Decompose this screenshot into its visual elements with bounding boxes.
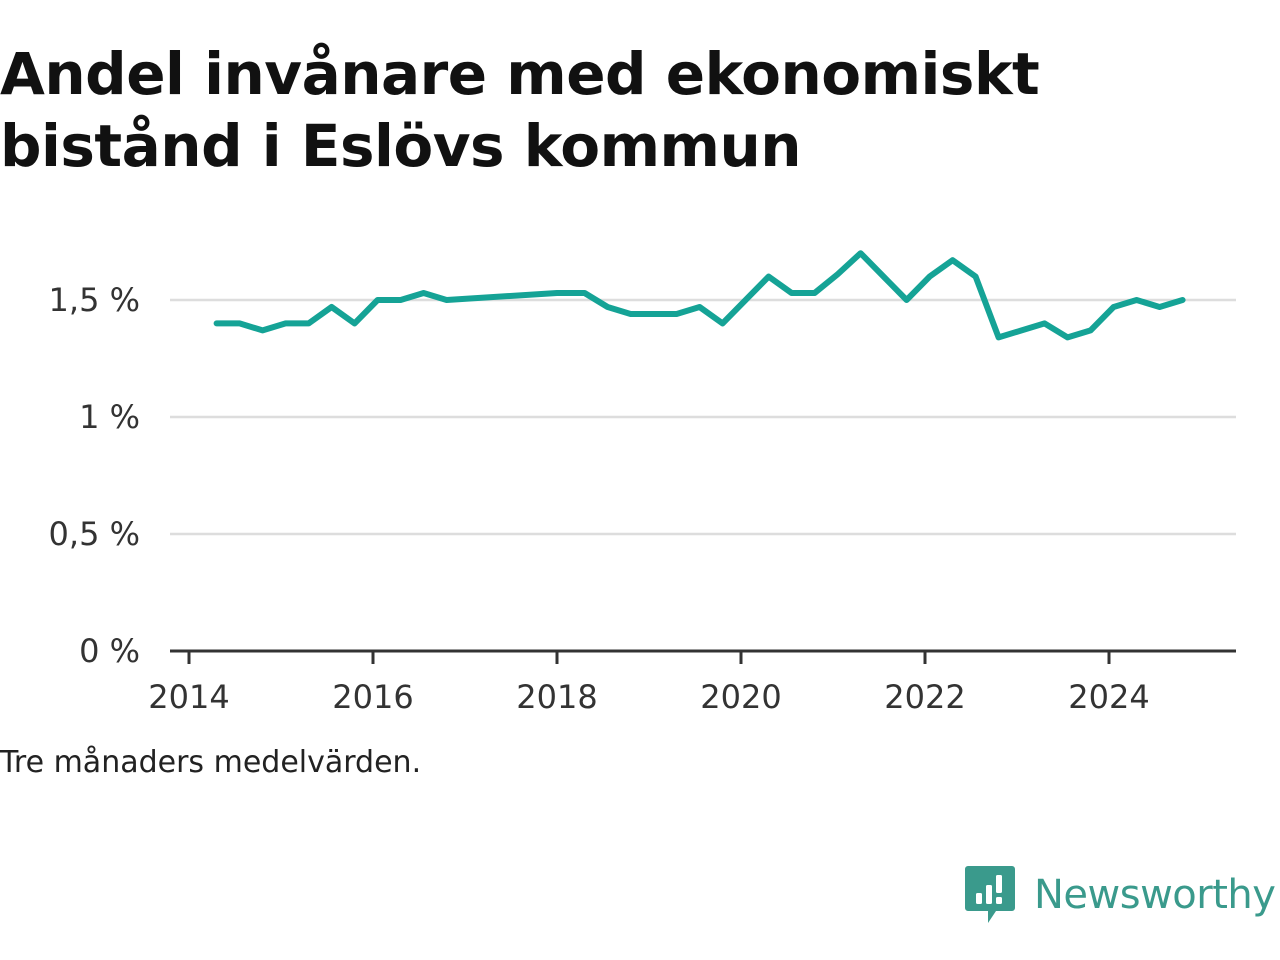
y-tick-label: 1,5 % (49, 281, 140, 319)
x-tick-label: 2016 (332, 678, 413, 716)
line-chart: 0 % 0,5 % 1 % 1,5 % 2014 2016 2018 2020 2022 202… (49, 250, 1236, 716)
brand-name: Newsworthy (1034, 872, 1276, 918)
x-tick-label: 2018 (516, 678, 597, 716)
y-tick-label: 0,5 % (49, 515, 140, 553)
x-axis-labels: 2014 2016 2018 2020 2022 2024 (148, 678, 1149, 716)
x-tick-label: 2024 (1068, 678, 1149, 716)
y-tick-label: 0 % (79, 632, 140, 670)
x-tick-label: 2014 (148, 678, 229, 716)
y-tick-label: 1 % (79, 398, 140, 436)
x-tick-label: 2020 (700, 678, 781, 716)
brand-logo: Newsworthy (964, 864, 1276, 926)
x-axis-ticks (187, 651, 1111, 664)
newsworthy-chart-bubble-icon (965, 866, 1015, 923)
chart-caption: Tre månaders medelvärden. (0, 745, 422, 780)
y-axis-labels: 0 % 0,5 % 1 % 1,5 % (49, 281, 140, 670)
chart-title: Andel invånare med ekonomiskt bistånd i … (0, 40, 1040, 180)
gridlines (170, 298, 1236, 536)
x-tick-label: 2022 (884, 678, 965, 716)
series-line (213, 250, 1186, 341)
